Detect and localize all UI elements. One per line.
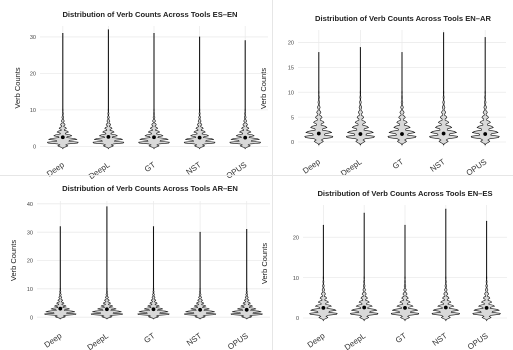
mean-point-gt [403,305,407,310]
x-tick-label: Deep [43,331,64,350]
violin-nst [183,36,216,149]
mean-point-gt [152,135,156,140]
x-tick-label: Deep [306,331,327,350]
violin-deepl [350,212,379,321]
chart-title: Distribution of Verb Counts Across Tools… [62,10,237,19]
mean-point-deepl [106,134,111,139]
mean-point-gt [151,307,156,312]
chart-title: Distribution of Verb Counts Across Tools… [315,14,491,23]
y-tick-label: 10 [27,287,33,293]
mean-point-opus [483,132,488,136]
x-tick-label: GT [143,160,157,174]
mean-point-nst [441,131,446,136]
x-tick-label: GT [394,331,408,345]
x-tick-label: GT [142,331,156,345]
y-axis-label: Verb Counts [9,240,18,282]
violin-gt [137,226,170,320]
violin-deep [304,52,334,146]
y-tick-label: 20 [30,72,36,78]
y-tick-label: 0 [30,315,33,321]
y-tick-label: 20 [27,259,33,265]
mean-point-opus [244,307,249,312]
y-tick-label: 0 [291,140,294,146]
violin-opus [472,220,501,321]
y-tick-label: 0 [33,145,36,151]
y-tick-label: 10 [293,276,299,282]
y-axis-label: Verb Counts [259,68,268,110]
y-tick-label: 30 [27,230,33,236]
y-tick-label: 10 [288,90,294,96]
mean-point-opus [243,135,248,140]
y-tick-label: 15 [288,66,294,72]
violin-opus [229,40,261,149]
y-tick-label: 5 [291,115,294,121]
mean-point-deep [316,131,321,136]
violin-deep [47,32,79,149]
violin-nst [431,208,460,321]
y-axis-label: Verb Counts [13,67,22,109]
y-tick-label: 40 [27,202,33,208]
violin-deep [44,226,77,320]
y-tick-label: 20 [288,41,294,47]
mean-point-deepl [105,307,109,312]
violin-nst [429,32,458,146]
x-tick-label: Deep [301,157,322,176]
y-axis-label: Verb Counts [260,243,269,285]
chart-panel-3: 0 10 20 30 40 Deep DeepL GT NST OPUS Distribution … [9,184,270,350]
violin-deepl [346,47,375,146]
chart-panel-4: 0 10 20 Deep DeepL GT NST OPUS Distribution of V… [260,189,507,350]
y-tick-label: 10 [30,108,36,114]
mean-point-deepl [362,305,367,310]
y-tick-label: 20 [293,235,299,241]
violin-deep [309,224,338,321]
x-tick-label: OPUS [225,160,249,180]
y-tick-label: 0 [296,316,299,322]
x-tick-label: NST [185,331,203,348]
violin-opus [230,229,263,320]
mean-point-opus [484,305,489,310]
violin-nst [184,231,217,320]
x-tick-label: DeepL [87,160,112,181]
violin-deepl [92,29,125,149]
x-tick-label: GT [391,157,405,171]
violin-gt [390,224,420,321]
x-tick-label: NST [428,157,446,174]
mean-point-nst [443,305,448,310]
x-tick-label: DeepL [343,331,368,350]
mean-point-deep [321,305,326,310]
x-tick-label: DeepL [86,331,111,350]
violin-gt [138,32,170,149]
y-tick-label: 30 [30,35,36,41]
chart-title: Distribution of Verb Counts Across Tools… [317,189,492,198]
x-tick-label: NST [431,331,449,348]
violin-deepl [90,206,123,320]
mean-point-nst [198,307,203,312]
violin-opus [470,37,500,146]
x-tick-label: OPUS [466,331,490,350]
panel-divider-horizontal [0,175,513,176]
mean-point-deep [58,306,63,311]
mean-point-deepl [358,132,363,136]
mean-point-gt [400,132,404,136]
mean-point-deep [60,135,65,140]
mean-point-nst [197,135,202,140]
violin-gt [387,52,417,146]
chart-title: Distribution of Verb Counts Across Tools… [62,184,238,193]
x-tick-label: OPUS [226,331,250,350]
